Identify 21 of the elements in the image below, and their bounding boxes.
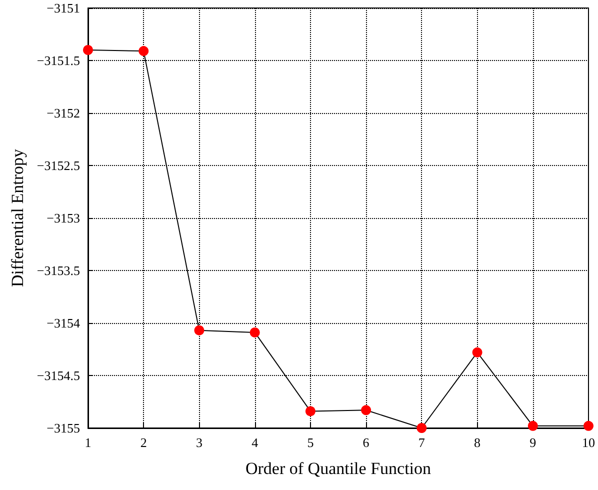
y-tick-label: −3153.5 <box>36 263 80 278</box>
y-tick-label: −3155 <box>46 420 80 436</box>
x-tick-label: 1 <box>84 435 92 450</box>
y-tick-label: −3152 <box>46 106 80 120</box>
y-tick-label: −3151.5 <box>36 53 80 68</box>
x-tick-label: 10 <box>582 435 595 450</box>
x-tick-label: 8 <box>474 435 481 450</box>
x-tick-label: 9 <box>530 435 536 450</box>
x-tick-label: 3 <box>196 435 202 450</box>
x-axis-title: Order of Quantile Function <box>245 459 432 478</box>
y-tick-label: −3151 <box>46 0 80 16</box>
y-axis-title: Differential Entropy <box>8 148 27 288</box>
x-tick-label: 7 <box>418 435 426 450</box>
y-tick-label: −3154.5 <box>36 368 80 383</box>
x-tick-label: 6 <box>362 435 370 450</box>
y-tick-label: −3154 <box>46 316 80 330</box>
y-tick-label: −3152.5 <box>36 158 80 173</box>
x-tick-label: 5 <box>307 435 314 450</box>
y-tick-label: −3153 <box>46 210 80 226</box>
x-tick-label: 4 <box>252 435 259 450</box>
x-tick-label: 2 <box>140 435 147 450</box>
